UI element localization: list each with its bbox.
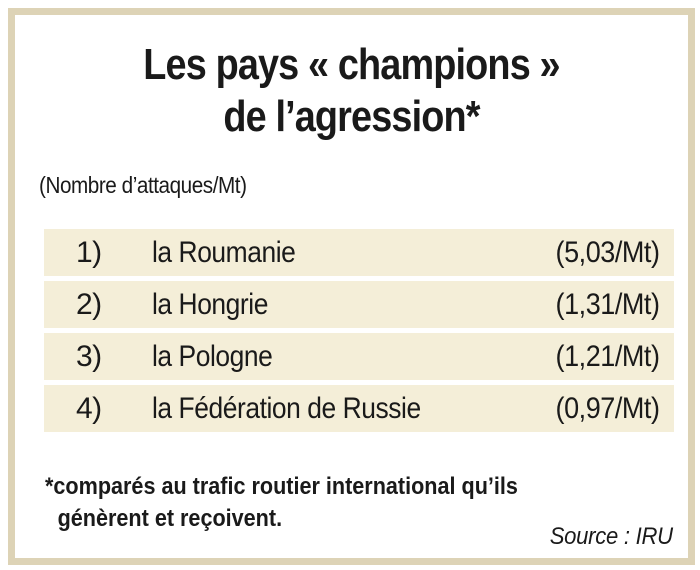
attack-rate: (5,03/Mt)	[556, 236, 660, 269]
country-name: la Roumanie	[152, 236, 296, 269]
ranking-row: 4) la Fédération de Russie (0,97/Mt)	[44, 385, 674, 432]
rank-number: 1)	[76, 236, 102, 269]
attack-rate: (1,21/Mt)	[556, 340, 660, 373]
rank-number: 2)	[76, 288, 102, 321]
attack-rate: (1,31/Mt)	[556, 288, 660, 321]
rank-number: 3)	[76, 340, 102, 373]
title-line-1: Les pays « champions »	[143, 40, 560, 89]
country-name: la Fédération de Russie	[152, 392, 421, 425]
footnote: *comparés au trafic routier internationa…	[45, 471, 518, 535]
infobox-title: Les pays « champions » de l’agression*	[62, 39, 641, 143]
ranking-list: 1) la Roumanie (5,03/Mt) 2) la Hongrie (…	[44, 229, 674, 437]
source-credit: Source : IRU	[549, 523, 673, 550]
rank-number: 4)	[76, 392, 102, 425]
title-line-2: de l’agression*	[223, 92, 480, 141]
country-name: la Pologne	[152, 340, 273, 373]
ranking-row: 1) la Roumanie (5,03/Mt)	[44, 229, 674, 276]
ranking-row: 3) la Pologne (1,21/Mt)	[44, 333, 674, 380]
infobox-frame: Les pays « champions » de l’agression* (…	[8, 8, 695, 565]
country-name: la Hongrie	[152, 288, 268, 321]
footnote-line-1: *comparés au trafic routier internationa…	[45, 473, 518, 500]
footnote-line-2: génèrent et reçoivent.	[57, 505, 283, 532]
ranking-row: 2) la Hongrie (1,31/Mt)	[44, 281, 674, 328]
attack-rate: (0,97/Mt)	[556, 392, 660, 425]
unit-subtitle: (Nombre d’attaques/Mt)	[39, 172, 247, 198]
